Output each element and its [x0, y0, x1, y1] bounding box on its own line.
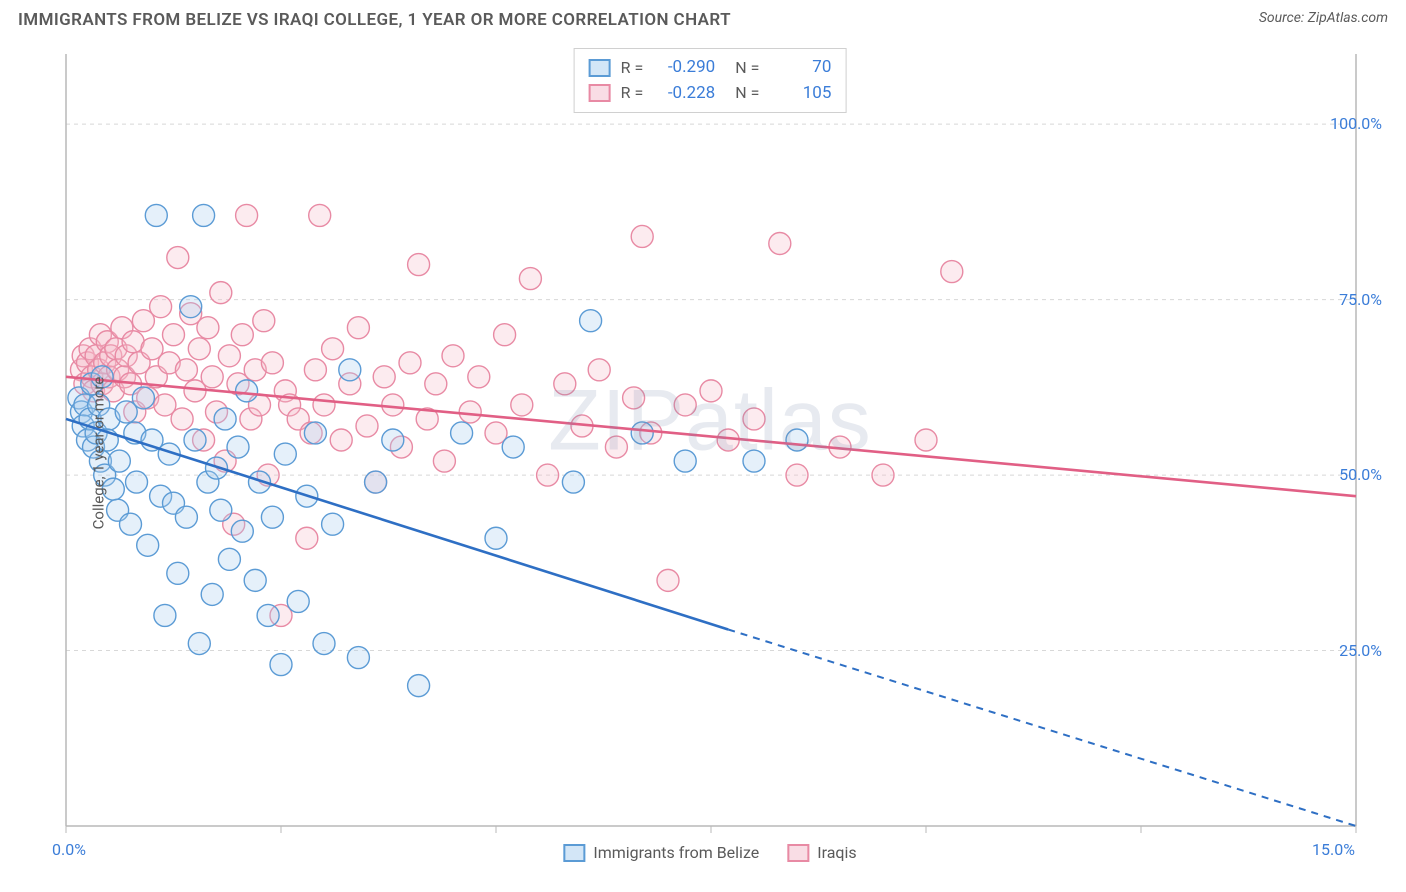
- x-tick-label: 15.0%: [1312, 840, 1355, 859]
- legend-item-belize: Immigrants from Belize: [563, 843, 759, 862]
- y-tick-label: 75.0%: [1339, 290, 1382, 309]
- y-tick-label: 100.0%: [1330, 114, 1382, 133]
- legend-item-iraqis: Iraqis: [787, 843, 856, 862]
- source-credit: Source: ZipAtlas.com: [1259, 10, 1388, 26]
- swatch-belize: [563, 844, 585, 862]
- source-prefix: Source:: [1259, 10, 1308, 26]
- legend-row-belize: R = -0.290 N = 70: [589, 55, 832, 81]
- r-label: R =: [621, 81, 644, 105]
- n-label: N =: [735, 81, 759, 105]
- n-label: N =: [735, 56, 759, 80]
- scatter-chart: [40, 48, 1380, 858]
- y-axis-label: College, 1 year or more: [89, 377, 107, 530]
- series-legend: Immigrants from Belize Iraqis: [563, 843, 856, 862]
- x-tick-label: 0.0%: [52, 840, 86, 859]
- legend-label-belize: Immigrants from Belize: [593, 843, 759, 862]
- r-label: R =: [621, 56, 644, 80]
- swatch-belize: [589, 59, 611, 77]
- chart-title: IMMIGRANTS FROM BELIZE VS IRAQI COLLEGE,…: [18, 10, 731, 30]
- legend-row-iraqis: R = -0.228 N = 105: [589, 81, 832, 107]
- n-value-belize: 70: [769, 55, 831, 81]
- n-value-iraqis: 105: [769, 81, 831, 107]
- r-value-belize: -0.290: [653, 55, 715, 81]
- legend-label-iraqis: Iraqis: [817, 843, 856, 862]
- y-tick-label: 25.0%: [1339, 641, 1382, 660]
- swatch-iraqis: [787, 844, 809, 862]
- source-name: ZipAtlas.com: [1308, 10, 1388, 26]
- correlation-legend: R = -0.290 N = 70 R = -0.228 N = 105: [574, 48, 847, 113]
- r-value-iraqis: -0.228: [653, 81, 715, 107]
- y-tick-label: 50.0%: [1339, 465, 1382, 484]
- swatch-iraqis: [589, 84, 611, 102]
- chart-container: College, 1 year or more ZIPatlas R = -0.…: [40, 48, 1380, 858]
